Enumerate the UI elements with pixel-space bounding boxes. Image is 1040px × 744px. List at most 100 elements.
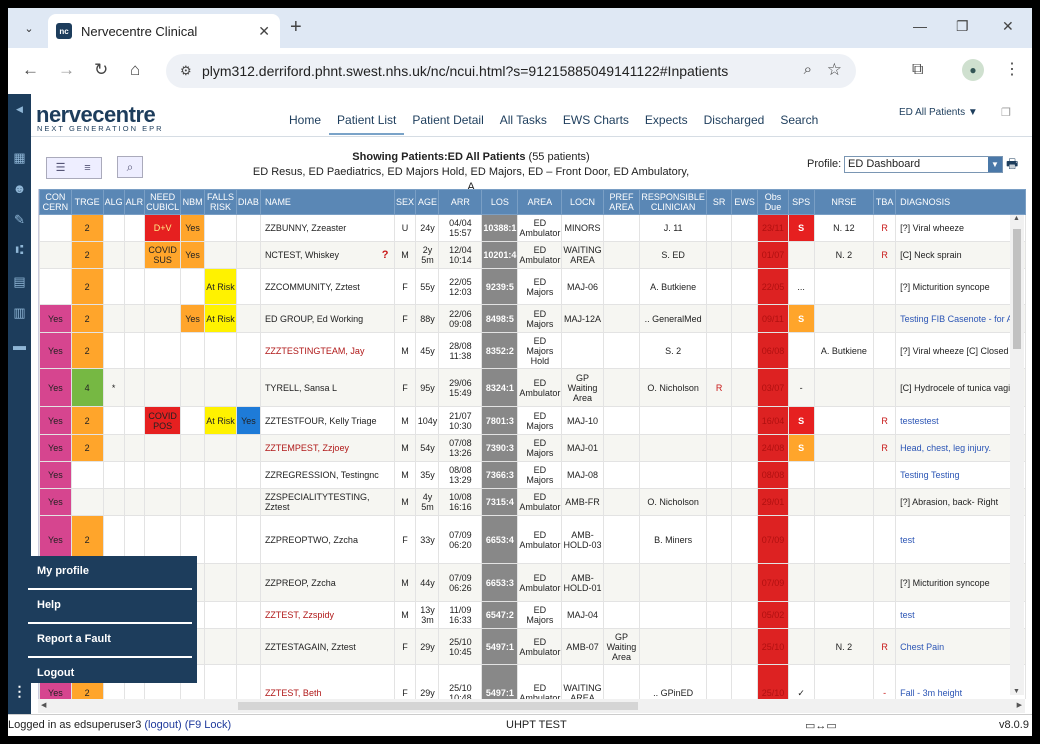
table-row[interactable]: Yes 4 * TYRELL, Sansa L F 95y 29/06 15:49 8324:…	[39, 368, 1026, 407]
patient-name-cell[interactable]: TYRELL, Sansa L	[259, 368, 395, 407]
patient-name[interactable]: ZZBUNNY, Zzeaster	[264, 223, 347, 233]
patient-name-cell[interactable]: ZZCOMMUNITY, Zztest	[259, 268, 395, 305]
lock-link[interactable]: (F9 Lock)	[184, 719, 232, 731]
person-icon[interactable]: ☻	[12, 181, 27, 196]
bookmark-star-icon[interactable]: ☆	[826, 60, 842, 79]
nav-patient-list[interactable]: Patient List	[329, 107, 405, 135]
scroll-left-icon[interactable]: ◀	[41, 702, 47, 709]
copy-window-icon[interactable]: ❐	[1001, 107, 1011, 119]
menu-item-logout[interactable]: Logout	[37, 667, 75, 679]
col-header-diab[interactable]: DIAB	[235, 189, 261, 215]
scroll-down-icon[interactable]: ▼	[1013, 688, 1020, 695]
horizontal-scroll-thumb[interactable]	[238, 702, 638, 710]
back-icon[interactable]: ←	[22, 60, 39, 79]
col-header-falls-risk[interactable]: FALLS RISK	[204, 189, 237, 215]
list-view-icon[interactable]: ☰	[55, 162, 66, 174]
table-row[interactable]: 2 D+V Yes ZZBUNNY, Zzeaster U 24y 04/04 15:57 1…	[39, 214, 1026, 242]
patient-name-cell[interactable]: ZZPREOP, Zzcha	[259, 563, 395, 602]
vertical-scroll-thumb[interactable]	[1013, 229, 1021, 349]
col-header-sr[interactable]: SR	[705, 189, 733, 215]
col-header-alr[interactable]: ALR	[123, 189, 146, 215]
col-header-diagnosis[interactable]: DIAGNOSIS	[895, 189, 1026, 215]
dropdown-arrow-icon[interactable]: ▼	[988, 157, 1002, 172]
col-header-con-cern[interactable]: CON CERN	[39, 189, 72, 215]
table-row[interactable]: 2 COVID SUS Yes NCTEST, Whiskey? M 2y 5m 12/04…	[39, 241, 1026, 269]
browser-menu-icon[interactable]: ⋮	[1004, 61, 1020, 78]
col-header-tba[interactable]: TBA	[873, 189, 897, 215]
browser-tab[interactable]: nc Nervecentre Clinical ✕	[48, 14, 280, 48]
table-row[interactable]: Yes 2 ZZZTESTINGTEAM, Jay M 45y 28/08 11:38 83…	[39, 332, 1026, 369]
table-row[interactable]: Yes 2 ZZPREOPTWO, Zzcha F 33y 07/09 06:20 6653…	[39, 515, 1026, 564]
patient-name[interactable]: ZZTESTAGAIN, Zztest	[264, 641, 356, 652]
patient-name-cell[interactable]: ZZTESTFOUR, Kelly Triage	[259, 406, 395, 435]
col-header-obs-due[interactable]: Obs Due	[757, 189, 789, 215]
new-tab-icon[interactable]: +	[290, 16, 302, 38]
col-header-sex[interactable]: SEX	[393, 189, 417, 215]
col-header-nrse[interactable]: NRSE	[813, 189, 875, 215]
patient-name-cell[interactable]: ZZTEST, Zzspidy	[259, 601, 395, 629]
url-text[interactable]: plym312.derriford.phnt.swest.nhs.uk/nc/n…	[202, 63, 729, 79]
patient-name-cell[interactable]: ZZREGRESSION, Testingnc	[259, 461, 395, 489]
patient-name-cell[interactable]: ZZTEST, Beth	[259, 664, 395, 699]
patient-name[interactable]: ZZTEMPEST, Zzjoey	[264, 443, 349, 453]
window-close-icon[interactable]: ✕	[1002, 18, 1014, 34]
more-options-icon[interactable]: ⋮	[12, 683, 27, 699]
scroll-up-icon[interactable]: ▲	[1013, 215, 1020, 222]
profile-avatar-icon[interactable]: ●	[962, 59, 984, 81]
patient-name-cell[interactable]: ZZTESTAGAIN, Zztest	[259, 628, 395, 665]
patient-name-cell[interactable]: ZZSPECIALITYTESTING, Zztest	[259, 488, 395, 516]
profile-select[interactable]: ED Dashboard ▼	[844, 156, 1003, 173]
restore-icon[interactable]: ❐	[956, 18, 969, 34]
patient-name-cell[interactable]: ZZTEMPEST, Zzjoey	[259, 434, 395, 462]
col-header-arr[interactable]: ARR	[438, 189, 483, 215]
tab-search-button[interactable]: ⌄	[16, 16, 42, 40]
menu-item-help[interactable]: Help	[28, 590, 192, 624]
network-icon[interactable]: ⑆	[15, 242, 24, 257]
collapse-arrow-icon[interactable]: ◀	[16, 104, 23, 114]
menu-item-report-a-fault[interactable]: Report a Fault	[28, 624, 192, 658]
col-header-need-cubicl[interactable]: NEED CUBICL	[144, 189, 182, 215]
ward-selector[interactable]: ED All Patients ▼	[899, 107, 978, 118]
reload-icon[interactable]: ↻	[94, 60, 109, 79]
patient-name[interactable]: NCTEST, Whiskey	[264, 250, 339, 260]
nav-discharged[interactable]: Discharged	[703, 113, 765, 127]
clipboard-icon[interactable]: ▥	[13, 305, 26, 320]
extensions-icon[interactable]: ⧉	[912, 61, 924, 78]
patient-name-cell[interactable]: NCTEST, Whiskey?	[259, 241, 395, 269]
site-info-icon[interactable]: ⚙	[180, 63, 192, 78]
col-header-trge[interactable]: TRGE	[70, 189, 104, 215]
url-omnibox[interactable]: ⚙ plym312.derriford.phnt.swest.nhs.uk/nc…	[166, 54, 856, 88]
col-header-los[interactable]: LOS	[481, 189, 519, 215]
patient-name[interactable]: ZZSPECIALITYTESTING, Zztest	[264, 492, 370, 512]
col-header-sps[interactable]: SPS	[787, 189, 815, 215]
patient-name-cell[interactable]: ZZZTESTINGTEAM, Jay	[259, 332, 395, 369]
patient-name[interactable]: ZZTEST, Zzspidy	[264, 610, 334, 620]
patient-name[interactable]: ZZPREOPTWO, Zzcha	[264, 534, 358, 545]
nav-all-tasks[interactable]: All Tasks	[499, 113, 547, 127]
table-row[interactable]: Yes 2 Yes At Risk ED GROUP, Ed Working F 88y 22…	[39, 304, 1026, 333]
patient-name-cell[interactable]: ZZBUNNY, Zzeaster	[259, 214, 395, 242]
table-row[interactable]: Yes 2 ZZTEMPEST, Zzjoey M 54y 07/08 13:26 7390…	[39, 434, 1026, 462]
menu-item-my-profile[interactable]: My profile	[28, 556, 192, 590]
col-header-locn[interactable]: LOCN	[561, 189, 604, 215]
patient-name[interactable]: TYRELL, Sansa L	[264, 382, 337, 393]
col-header-age[interactable]: AGE	[415, 189, 440, 215]
col-header-area[interactable]: AREA	[517, 189, 563, 215]
patient-name-cell[interactable]: ED GROUP, Ed Working	[259, 304, 395, 333]
patient-name[interactable]: ZZPREOP, Zzcha	[264, 577, 336, 588]
find-patient-icon[interactable]: ⌕	[117, 156, 143, 178]
scroll-right-icon[interactable]: ▶	[1016, 702, 1022, 709]
minimize-icon[interactable]: —	[913, 18, 927, 34]
patient-name[interactable]: ZZTESTFOUR, Kelly Triage	[264, 415, 377, 426]
table-row[interactable]: Yes 2 COVID POS At Risk Yes ZZTESTFOUR, Kelly…	[39, 406, 1026, 435]
query-flag-icon[interactable]: ?	[381, 249, 389, 261]
close-tab-icon[interactable]: ✕	[258, 22, 270, 39]
tools-icon[interactable]: ✎	[14, 212, 25, 227]
col-header-nbm[interactable]: NBM	[180, 189, 206, 215]
nav-expects[interactable]: Expects	[644, 113, 688, 127]
nav-patient-detail[interactable]: Patient Detail	[412, 113, 484, 127]
archive-icon[interactable]: ▤	[13, 274, 26, 289]
patient-name[interactable]: ED GROUP, Ed Working	[264, 313, 364, 324]
nav-search[interactable]: Search	[780, 113, 819, 127]
table-row[interactable]: Yes ZZREGRESSION, Testingnc M 35y 08/08 13:2…	[39, 461, 1026, 489]
